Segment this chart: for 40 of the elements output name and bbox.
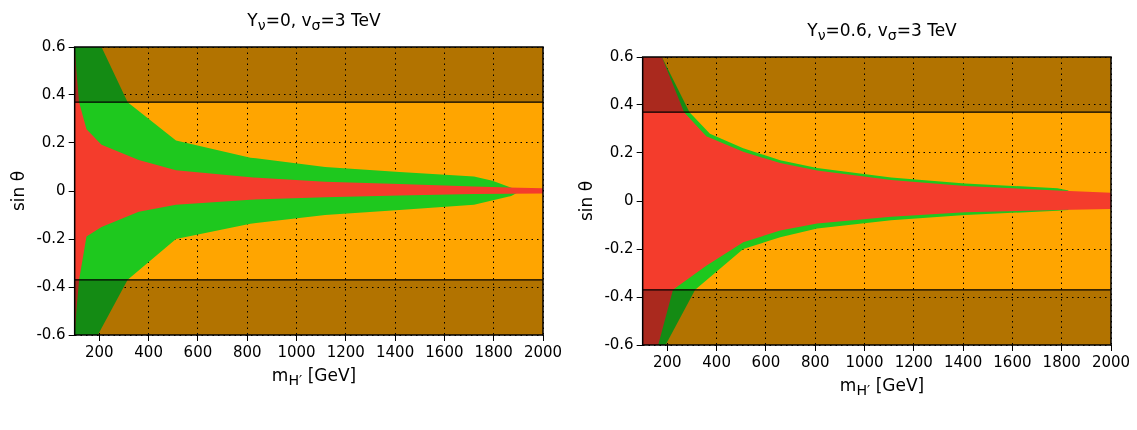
x-tick-label: 1400 xyxy=(376,342,415,361)
y-tick-label: -0.6 xyxy=(604,334,634,353)
x-tick-label: 1200 xyxy=(894,352,933,371)
y-tick-label: 0.2 xyxy=(41,132,66,151)
y-axis-title: sin θ xyxy=(7,170,28,212)
x-tick-label: 600 xyxy=(183,342,213,361)
y-tick-label: 0.4 xyxy=(609,94,634,113)
x-tick-label: 2000 xyxy=(523,342,563,361)
x-axis-title: m$_{H′}$ [GeV] xyxy=(270,365,358,389)
x-tick-label: 1200 xyxy=(326,342,365,361)
y-tick-label: -0.4 xyxy=(36,276,66,295)
x-tick-label: 1000 xyxy=(277,342,316,361)
y-tick-label: -0.4 xyxy=(604,286,634,305)
y-tick-label: 0.2 xyxy=(609,142,634,161)
x-tick-label: 600 xyxy=(751,352,781,371)
x-tick-label: 1600 xyxy=(993,352,1032,371)
x-tick-label: 2000 xyxy=(1091,352,1131,371)
x-tick-label: 1400 xyxy=(944,352,983,371)
chart-title: Y$_{ν}$=0, v$_{σ}$=3 TeV xyxy=(246,9,382,35)
x-tick-label: 1600 xyxy=(425,342,464,361)
x-tick-label: 200 xyxy=(653,352,682,371)
x-tick-label: 200 xyxy=(85,342,114,361)
chart-title: Y$_{ν}$=0.6, v$_{σ}$=3 TeV xyxy=(806,19,958,45)
y-tick-label: 0 xyxy=(624,190,634,209)
y-tick-label: -0.2 xyxy=(36,228,66,247)
x-tick-label: 1000 xyxy=(845,352,884,371)
y-tick-label: 0.6 xyxy=(41,36,66,55)
y-tick-label: -0.6 xyxy=(36,324,66,343)
x-tick-label: 800 xyxy=(800,352,830,371)
y-tick-label: -0.2 xyxy=(604,238,634,257)
x-tick-label: 400 xyxy=(134,342,163,361)
y-tick-label: 0.4 xyxy=(41,84,66,103)
x-axis-title: m$_{H′}$ [GeV] xyxy=(838,375,926,399)
x-tick-label: 1800 xyxy=(1042,352,1081,371)
x-tick-label: 400 xyxy=(702,352,731,371)
x-tick-label: 1800 xyxy=(474,342,513,361)
y-tick-label: 0 xyxy=(56,180,66,199)
x-tick-label: 800 xyxy=(232,342,262,361)
y-axis-title: sin θ xyxy=(575,180,596,222)
y-tick-label: 0.6 xyxy=(609,46,634,65)
